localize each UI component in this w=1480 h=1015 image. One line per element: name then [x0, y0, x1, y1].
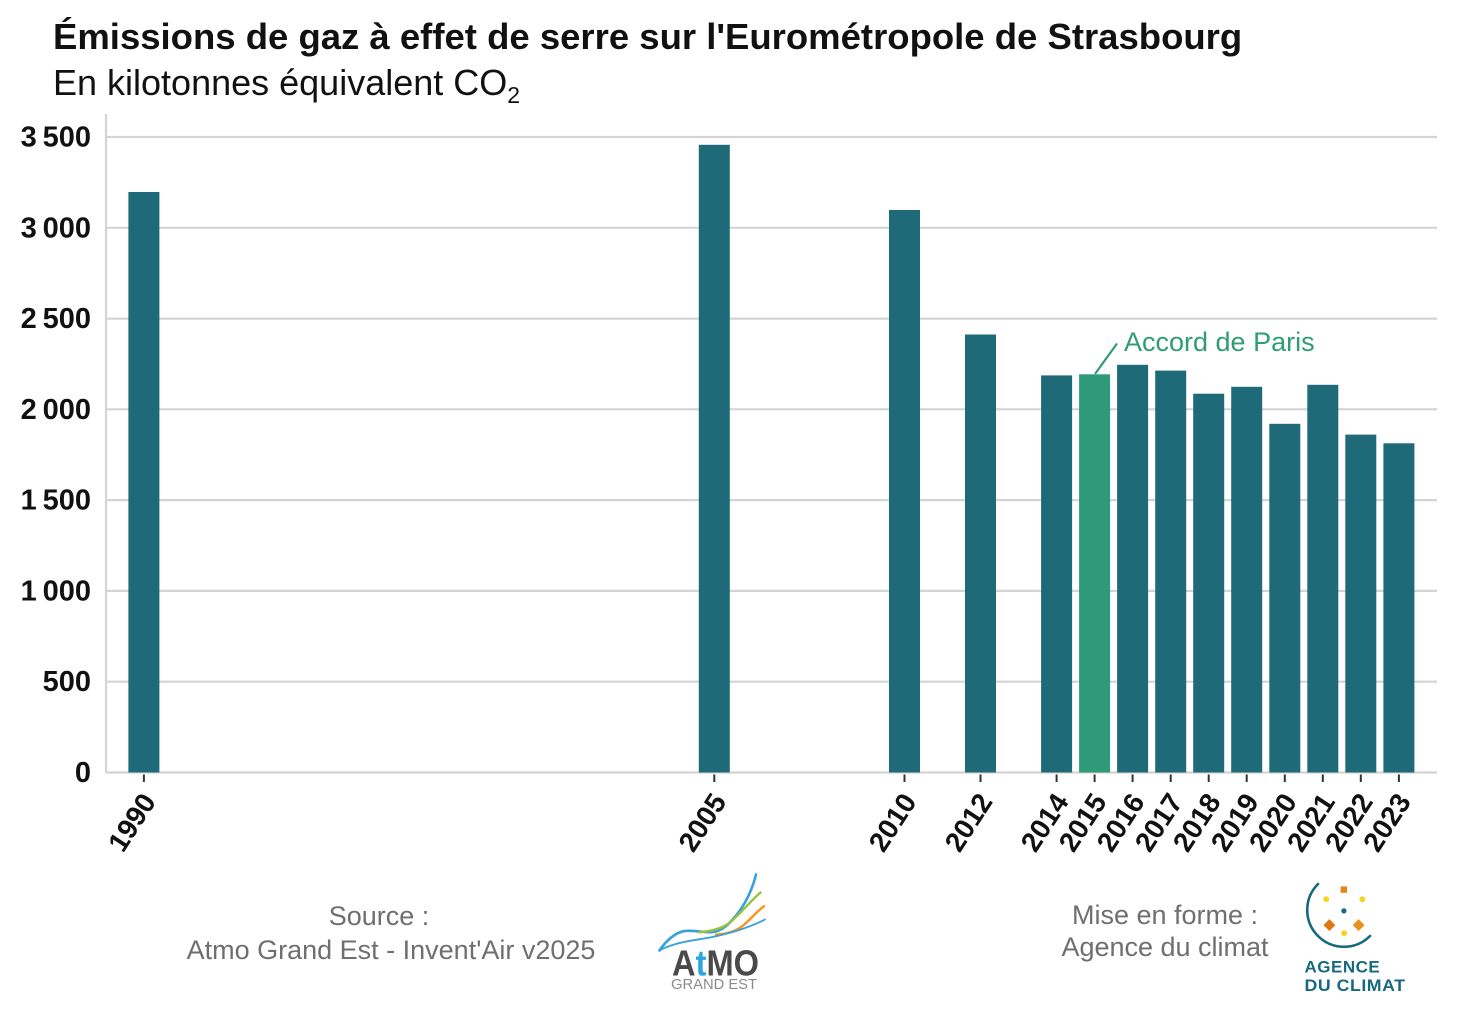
svg-text:AGENCE: AGENCE: [1305, 958, 1381, 977]
svg-text:1 500: 1 500: [21, 485, 91, 517]
svg-text:Accord de Paris: Accord de Paris: [1124, 327, 1315, 357]
svg-text:DU CLIMAT: DU CLIMAT: [1305, 976, 1406, 995]
svg-text:En kilotonnes équivalent CO2: En kilotonnes équivalent CO2: [53, 62, 520, 108]
svg-text:Atmo Grand Est - Invent'Air v2: Atmo Grand Est - Invent'Air v2025: [187, 935, 596, 965]
svg-text:Agence du climat: Agence du climat: [1061, 932, 1269, 962]
svg-text:1 000: 1 000: [21, 575, 91, 607]
svg-text:2 000: 2 000: [21, 394, 91, 426]
svg-text:Source :: Source :: [329, 901, 430, 931]
svg-text:GRAND EST: GRAND EST: [671, 976, 757, 993]
svg-text:Émissions de gaz à effet de se: Émissions de gaz à effet de serre sur l'…: [53, 16, 1242, 57]
svg-text:3 500: 3 500: [21, 122, 91, 154]
svg-text:3 000: 3 000: [21, 212, 91, 244]
svg-text:0: 0: [75, 757, 91, 789]
svg-text:Mise en forme :: Mise en forme :: [1072, 900, 1258, 930]
svg-text:2 500: 2 500: [21, 303, 91, 335]
svg-text:500: 500: [43, 666, 91, 698]
svg-text:AtMO: AtMO: [672, 943, 759, 984]
